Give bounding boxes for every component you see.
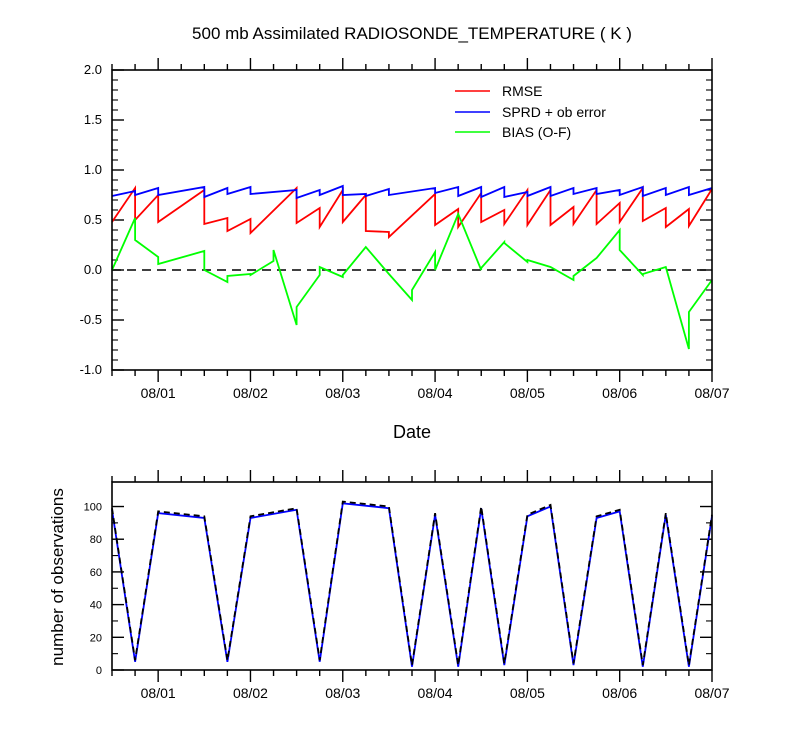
bottom-series-line-1 — [111, 500, 713, 666]
legend-label-sprd: SPRD + ob error — [502, 104, 606, 120]
top-chart-xlabel: Date — [393, 422, 431, 442]
top-chart: 500 mb Assimilated RADIOSONDE_TEMPERATUR… — [80, 24, 730, 442]
top-series-line-1 — [111, 184, 713, 200]
top-series-line-2 — [111, 211, 713, 350]
bottom-chart-frame — [111, 481, 713, 671]
bottom-ytick-label: 60 — [90, 567, 102, 579]
top-ytick-label: 0.0 — [84, 262, 102, 277]
top-chart-series — [111, 184, 713, 350]
bottom-xtick-label: 08/01 — [141, 685, 176, 701]
top-series-line-0 — [111, 185, 713, 240]
bottom-chart-ylabel: number of observations — [48, 488, 67, 666]
bottom-ytick-label: 40 — [90, 600, 102, 612]
top-chart-frame — [111, 69, 713, 371]
top-xtick-label: 08/05 — [510, 385, 545, 401]
top-ytick-label: -1.0 — [80, 362, 102, 377]
top-ytick-label: 2.0 — [84, 62, 102, 77]
top-chart-ticks: 2.0 1.5 1.0 0.5 0.0 -0.5 -1.0 08/01 08/02 08/03 08… — [80, 58, 730, 401]
bottom-xtick-label: 08/04 — [418, 685, 453, 701]
top-xtick-label: 08/04 — [418, 385, 453, 401]
bottom-xtick-label: 08/03 — [325, 685, 360, 701]
bottom-ytick-label: 100 — [84, 502, 102, 514]
top-xtick-label: 08/06 — [602, 385, 637, 401]
bottom-chart-series — [111, 500, 713, 667]
top-xtick-label: 08/03 — [325, 385, 360, 401]
top-ytick-label: -0.5 — [80, 312, 102, 327]
top-ytick-label: 1.5 — [84, 112, 102, 127]
bottom-ytick-label: 80 — [90, 534, 102, 546]
top-xtick-label: 08/01 — [141, 385, 176, 401]
bottom-ytick-label: 20 — [90, 632, 102, 644]
bottom-chart-ticks: 0 20 40 60 80 100 08/01 08/02 08/03 08/04 08/05 08/… — [84, 470, 730, 701]
legend-label-rmse: RMSE — [502, 83, 542, 99]
top-chart-title: 500 mb Assimilated RADIOSONDE_TEMPERATUR… — [192, 24, 632, 43]
top-ytick-label: 0.5 — [84, 212, 102, 227]
bottom-xtick-label: 08/07 — [694, 685, 729, 701]
bottom-chart: 0 20 40 60 80 100 08/01 08/02 08/03 08/04 08/05 08/… — [48, 470, 730, 701]
bottom-xtick-label: 08/06 — [602, 685, 637, 701]
top-xtick-label: 08/02 — [233, 385, 268, 401]
legend-label-bias: BIAS (O-F) — [502, 124, 571, 140]
bottom-xtick-label: 08/05 — [510, 685, 545, 701]
top-chart-legend: RMSE SPRD + ob error BIAS (O-F) — [455, 83, 606, 140]
top-xtick-label: 08/07 — [694, 385, 729, 401]
top-ytick-label: 1.0 — [84, 162, 102, 177]
bottom-xtick-label: 08/02 — [233, 685, 268, 701]
bottom-ytick-label: 0 — [96, 665, 102, 677]
